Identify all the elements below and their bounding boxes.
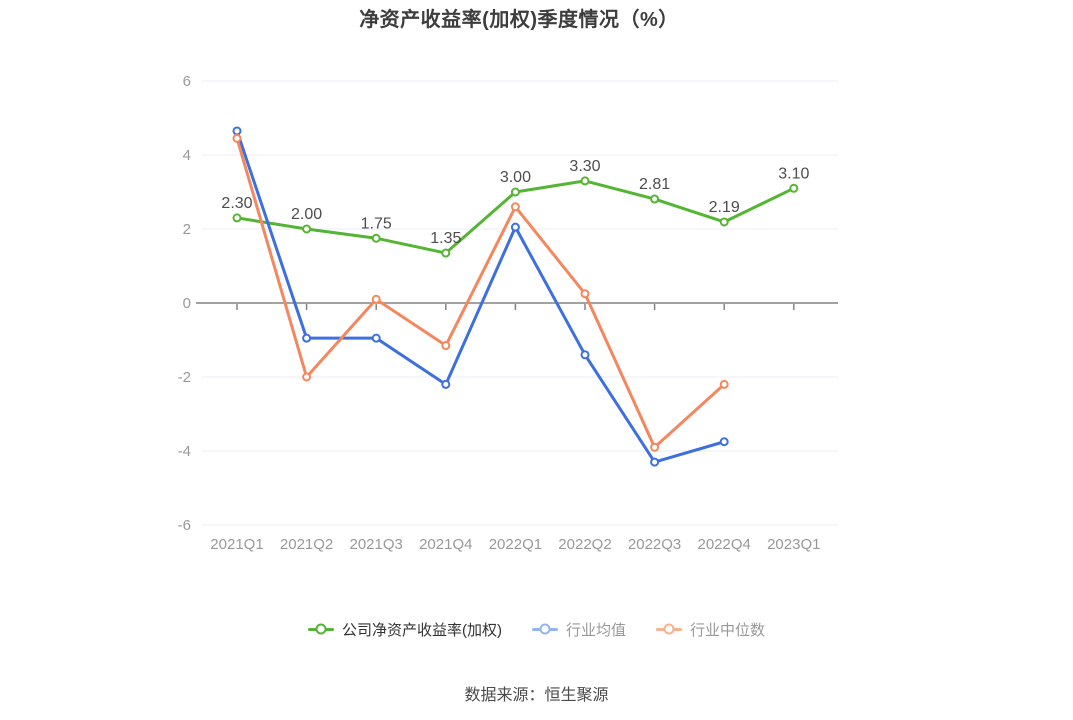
y-axis-tick-label: 4 bbox=[183, 147, 191, 164]
y-axis-tick-label: 6 bbox=[183, 73, 191, 90]
legend-label-industry-median: 行业中位数 bbox=[690, 621, 766, 639]
series-industry-median[interactable] bbox=[232, 133, 729, 452]
data-label-company-roe: 2.81 bbox=[639, 176, 670, 193]
x-axis-tick-label: 2022Q1 bbox=[489, 536, 542, 553]
data-label-company-roe: 2.30 bbox=[221, 195, 252, 212]
data-point-company-roe[interactable] bbox=[302, 224, 312, 234]
series-industry-mean[interactable] bbox=[232, 126, 729, 467]
x-axis-tick-label: 2022Q4 bbox=[698, 536, 751, 553]
series-company-roe[interactable]: 2.30 2.00 1.75 1.35 3.00 3.30 2.81 2.19 3.10 bbox=[221, 158, 809, 258]
data-point-industry-mean[interactable] bbox=[302, 333, 312, 343]
y-axis-tick-label: 2 bbox=[183, 221, 191, 238]
data-point-industry-median[interactable] bbox=[650, 442, 660, 452]
data-label-company-roe: 1.35 bbox=[430, 230, 461, 247]
x-axis-tick-label: 2021Q4 bbox=[419, 536, 472, 553]
data-label-company-roe: 2.19 bbox=[709, 199, 740, 216]
x-axis-tick-label: 2021Q2 bbox=[280, 536, 333, 553]
data-label-company-roe: 2.00 bbox=[291, 206, 322, 223]
chart-title: 净资产收益率(加权)季度情况（%） bbox=[359, 9, 679, 31]
data-point-industry-median[interactable] bbox=[580, 289, 590, 299]
data-point-industry-mean[interactable] bbox=[510, 222, 520, 232]
legend-marker-company-roe-icon bbox=[307, 623, 334, 635]
data-point-industry-median[interactable] bbox=[302, 372, 312, 382]
data-point-industry-mean[interactable] bbox=[580, 350, 590, 360]
legend-item-industry-median[interactable]: 行业中位数 bbox=[656, 619, 765, 640]
data-point-company-roe[interactable] bbox=[719, 217, 729, 227]
legend-marker-industry-mean-icon bbox=[531, 623, 558, 635]
data-point-industry-median[interactable] bbox=[232, 133, 242, 143]
y-axis-tick-label: 0 bbox=[183, 295, 191, 312]
x-axis-tick-label: 2022Q3 bbox=[628, 536, 681, 553]
series-line-industry-median bbox=[235, 136, 726, 449]
data-label-company-roe: 3.00 bbox=[500, 169, 531, 186]
data-point-industry-mean[interactable] bbox=[232, 126, 242, 136]
data-point-industry-median[interactable] bbox=[441, 341, 451, 351]
line-chart-plot[interactable]: 2021Q1 2021Q2 2021Q3 2021Q4 2022Q1 2022Q2 2022… bbox=[0, 0, 1073, 575]
x-axis-tick-label: 2022Q2 bbox=[558, 536, 611, 553]
data-point-industry-mean[interactable] bbox=[441, 379, 451, 389]
data-label-company-roe: 3.30 bbox=[569, 158, 600, 175]
data-point-industry-median[interactable] bbox=[510, 202, 520, 212]
y-axis-tick-label: -4 bbox=[178, 443, 191, 460]
x-axis-tick-label: 2023Q1 bbox=[767, 536, 820, 553]
data-point-company-roe[interactable] bbox=[510, 187, 520, 197]
data-point-industry-mean[interactable] bbox=[719, 437, 729, 447]
data-point-company-roe[interactable] bbox=[232, 213, 242, 223]
data-point-company-roe[interactable] bbox=[441, 248, 451, 258]
data-label-company-roe: 1.75 bbox=[361, 215, 392, 232]
legend-label-company-roe: 公司净资产收益率(加权) bbox=[341, 621, 502, 639]
data-point-company-roe[interactable] bbox=[650, 194, 660, 204]
data-label-company-roe: 3.10 bbox=[778, 165, 809, 182]
data-point-company-roe[interactable] bbox=[580, 176, 590, 186]
data-point-industry-mean[interactable] bbox=[371, 333, 381, 343]
data-point-company-roe[interactable] bbox=[789, 183, 799, 193]
x-axis-tick-label: 2021Q3 bbox=[350, 536, 403, 553]
legend-item-company-roe[interactable]: 公司净资产收益率(加权) bbox=[307, 619, 502, 640]
legend: 公司净资产收益率(加权) 行业均值 行业中位数 bbox=[0, 614, 1073, 644]
data-point-company-roe[interactable] bbox=[371, 233, 381, 243]
data-point-industry-mean[interactable] bbox=[650, 457, 660, 467]
series-line-industry-mean bbox=[235, 129, 726, 464]
x-axis-tick-label: 2021Q1 bbox=[210, 536, 263, 553]
data-point-industry-median[interactable] bbox=[719, 379, 729, 389]
data-point-industry-median[interactable] bbox=[371, 294, 381, 304]
legend-label-industry-mean: 行业均值 bbox=[565, 621, 626, 639]
legend-marker-industry-median-icon bbox=[656, 623, 682, 635]
y-axis-tick-label: -6 bbox=[178, 517, 191, 534]
legend-item-industry-mean[interactable]: 行业均值 bbox=[531, 619, 626, 640]
data-source: 数据来源：恒生聚源 bbox=[464, 687, 609, 704]
y-axis-tick-label: -2 bbox=[178, 369, 191, 386]
